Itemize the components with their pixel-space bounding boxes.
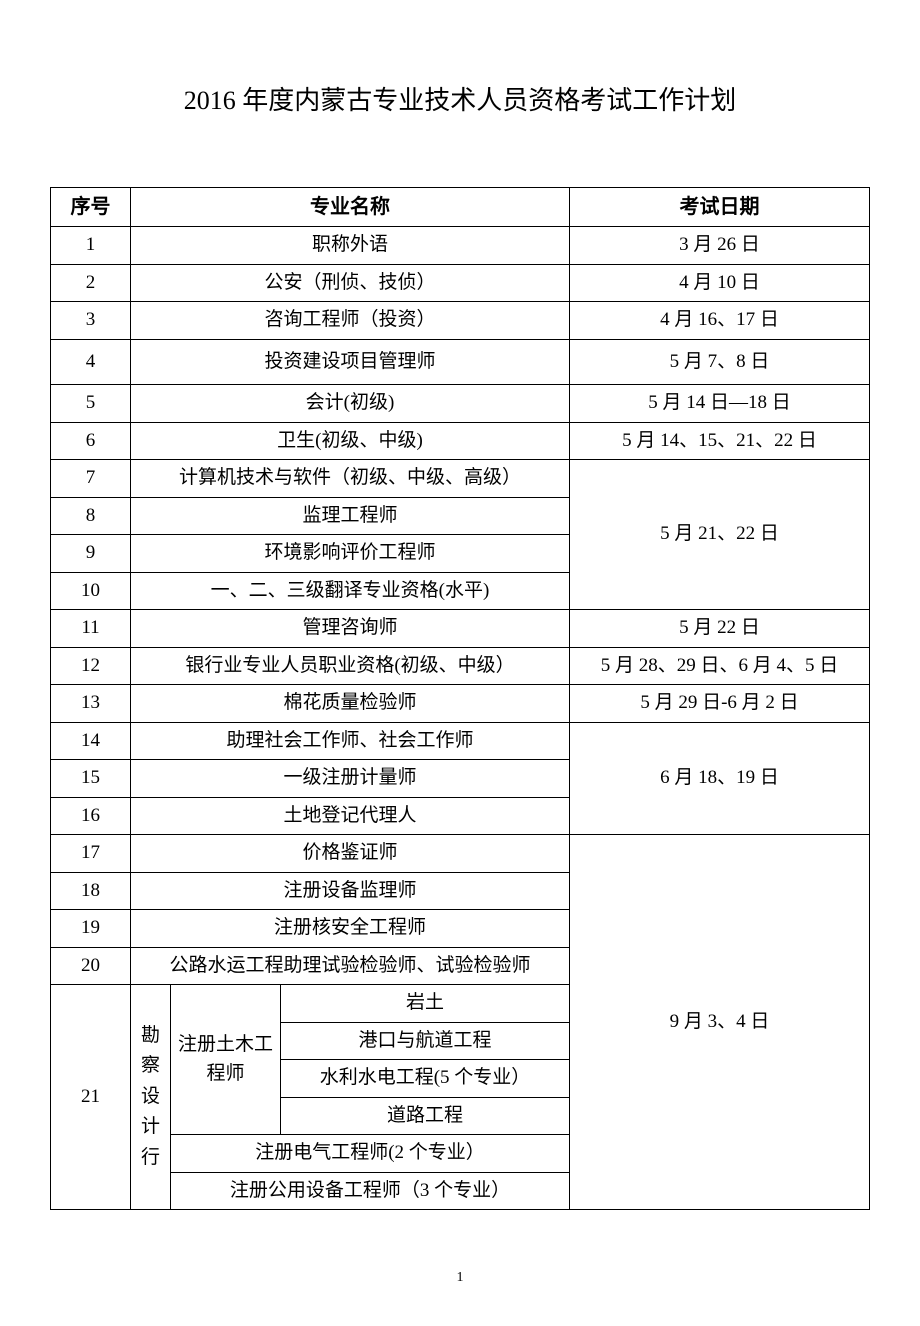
cell-name: 土地登记代理人 (131, 797, 570, 835)
cell-date: 5 月 7、8 日 (570, 339, 870, 385)
cell-sub: 道路工程 (281, 1097, 570, 1135)
cell-name: 管理咨询师 (131, 610, 570, 648)
table-row: 13 棉花质量检验师 5 月 29 日-6 月 2 日 (51, 685, 870, 723)
header-date: 考试日期 (570, 188, 870, 227)
cell-seq: 13 (51, 685, 131, 723)
cell-sub: 注册公用设备工程师（3 个专业） (171, 1172, 570, 1210)
table-row: 5 会计(初级) 5 月 14 日—18 日 (51, 385, 870, 423)
table-row: 3 咨询工程师（投资） 4 月 16、17 日 (51, 302, 870, 340)
cell-seq: 18 (51, 872, 131, 910)
cell-sub: 注册电气工程师(2 个专业） (171, 1135, 570, 1173)
cell-seq: 7 (51, 460, 131, 498)
cell-seq: 15 (51, 760, 131, 798)
cell-name: 注册设备监理师 (131, 872, 570, 910)
table-row: 11 管理咨询师 5 月 22 日 (51, 610, 870, 648)
cell-seq: 21 (51, 985, 131, 1210)
cell-name: 卫生(初级、中级) (131, 422, 570, 460)
cell-name: 银行业专业人员职业资格(初级、中级） (131, 647, 570, 685)
cell-name: 环境影响评价工程师 (131, 535, 570, 573)
schedule-table: 序号 专业名称 考试日期 1 职称外语 3 月 26 日 2 公安（刑侦、技侦）… (50, 187, 870, 1210)
table-row: 12 银行业专业人员职业资格(初级、中级） 5 月 28、29 日、6 月 4、… (51, 647, 870, 685)
cell-date: 5 月 28、29 日、6 月 4、5 日 (570, 647, 870, 685)
cell-date: 6 月 18、19 日 (570, 722, 870, 835)
cell-date: 5 月 29 日-6 月 2 日 (570, 685, 870, 723)
cell-seq: 11 (51, 610, 131, 648)
table-row: 7 计算机技术与软件（初级、中级、高级） 5 月 21、22 日 (51, 460, 870, 498)
cell-seq: 2 (51, 264, 131, 302)
cell-seq: 17 (51, 835, 131, 873)
cell-seq: 9 (51, 535, 131, 573)
cell-seq: 3 (51, 302, 131, 340)
page-title: 2016 年度内蒙古专业技术人员资格考试工作计划 (50, 80, 870, 117)
cell-seq: 4 (51, 339, 131, 385)
table-row: 17 价格鉴证师 9 月 3、4 日 (51, 835, 870, 873)
table-row: 1 职称外语 3 月 26 日 (51, 227, 870, 265)
header-row: 序号 专业名称 考试日期 (51, 188, 870, 227)
header-name: 专业名称 (131, 188, 570, 227)
cell-name: 计算机技术与软件（初级、中级、高级） (131, 460, 570, 498)
cell-seq: 16 (51, 797, 131, 835)
cell-date: 5 月 14 日—18 日 (570, 385, 870, 423)
cell-seq: 20 (51, 947, 131, 985)
table-row: 4 投资建设项目管理师 5 月 7、8 日 (51, 339, 870, 385)
cell-date: 9 月 3、4 日 (570, 835, 870, 1210)
cell-name: 投资建设项目管理师 (131, 339, 570, 385)
cell-name: 价格鉴证师 (131, 835, 570, 873)
cell-name: 职称外语 (131, 227, 570, 265)
cell-seq: 8 (51, 497, 131, 535)
cell-group1: 勘察设计行 (131, 985, 171, 1210)
cell-seq: 10 (51, 572, 131, 610)
cell-name: 公安（刑侦、技侦） (131, 264, 570, 302)
cell-sub: 港口与航道工程 (281, 1022, 570, 1060)
cell-seq: 12 (51, 647, 131, 685)
cell-name: 一级注册计量师 (131, 760, 570, 798)
table-row: 14 助理社会工作师、社会工作师 6 月 18、19 日 (51, 722, 870, 760)
cell-date: 5 月 22 日 (570, 610, 870, 648)
cell-date: 3 月 26 日 (570, 227, 870, 265)
cell-name: 监理工程师 (131, 497, 570, 535)
cell-name: 会计(初级) (131, 385, 570, 423)
cell-name: 一、二、三级翻译专业资格(水平) (131, 572, 570, 610)
cell-seq: 14 (51, 722, 131, 760)
cell-seq: 6 (51, 422, 131, 460)
table-row: 2 公安（刑侦、技侦） 4 月 10 日 (51, 264, 870, 302)
cell-seq: 19 (51, 910, 131, 948)
header-seq: 序号 (51, 188, 131, 227)
cell-date: 5 月 21、22 日 (570, 460, 870, 610)
cell-name: 注册核安全工程师 (131, 910, 570, 948)
cell-date: 4 月 10 日 (570, 264, 870, 302)
cell-date: 4 月 16、17 日 (570, 302, 870, 340)
cell-date: 5 月 14、15、21、22 日 (570, 422, 870, 460)
cell-group2: 注册土木工程师 (171, 985, 281, 1135)
cell-sub: 水利水电工程(5 个专业） (281, 1060, 570, 1098)
cell-seq: 5 (51, 385, 131, 423)
table-row: 6 卫生(初级、中级) 5 月 14、15、21、22 日 (51, 422, 870, 460)
cell-name: 咨询工程师（投资） (131, 302, 570, 340)
cell-name: 公路水运工程助理试验检验师、试验检验师 (131, 947, 570, 985)
page-number: 1 (50, 1270, 870, 1286)
cell-name: 棉花质量检验师 (131, 685, 570, 723)
cell-sub: 岩土 (281, 985, 570, 1023)
cell-name: 助理社会工作师、社会工作师 (131, 722, 570, 760)
cell-seq: 1 (51, 227, 131, 265)
